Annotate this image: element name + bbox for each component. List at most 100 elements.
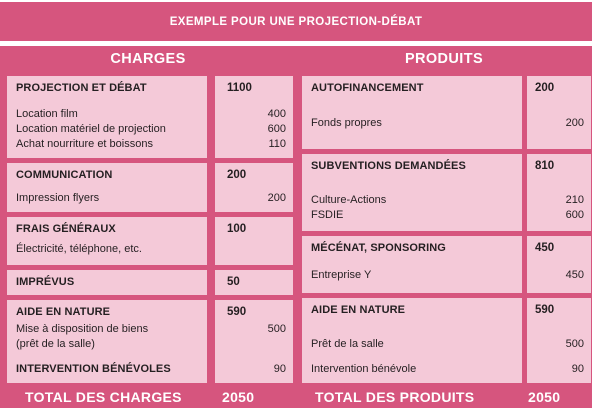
section-item-values: 400 600 110 (227, 107, 286, 152)
budget-section: PROJECTION ET DÉBAT Location film Location… (7, 76, 293, 158)
section-label-cell: AUTOFINANCEMENT Fonds propres (302, 76, 522, 149)
item-label: Achat nourriture et boissons (16, 138, 153, 150)
budget-section: MÉCÉNAT, SPONSORING Entreprise Y 450 450 (302, 236, 591, 293)
section-amount: 50 (227, 276, 240, 288)
section-items: Entreprise Y (311, 268, 518, 283)
item-label: Fonds propres (311, 117, 382, 129)
section-label-cell: AIDE EN NATURE Prêt de la salle Interventi… (302, 298, 522, 383)
totals-row: TOTAL DES CHARGES 2050 TOTAL DES PRODUIT… (0, 385, 592, 408)
column-headers-band: CHARGES PRODUITS (0, 46, 592, 72)
section-title: IMPRÉVUS (16, 276, 75, 288)
page-title: EXEMPLE POUR UNE PROJECTION-DÉBAT (169, 15, 423, 28)
section-value-cell: 200 200 (527, 76, 591, 149)
item-label: Électricité, téléphone, etc. (16, 243, 142, 255)
section-item-values: 450 (535, 268, 584, 283)
section-item-values: 200 (227, 191, 286, 206)
section-items: Prêt de la salle Intervention bénévole (311, 337, 518, 377)
total-charges-value: 2050 (222, 388, 255, 405)
item-value: 600 (267, 123, 286, 135)
section-item-values: 500 90 (535, 337, 584, 377)
produits-column-header: PRODUITS (404, 51, 484, 67)
section-title: AUTOFINANCEMENT (311, 82, 424, 94)
item-label: Culture-Actions (311, 194, 387, 206)
budget-table: PROJECTION ET DÉBAT Location film Location… (0, 72, 592, 408)
section-value-cell: 590 500 90 (527, 298, 591, 383)
section-amount: 200 (227, 169, 247, 181)
item-value: 450 (565, 269, 584, 281)
item-label: Impression flyers (16, 192, 100, 204)
section-label-cell: FRAIS GÉNÉRAUX Électricité, téléphone, et… (7, 217, 207, 265)
section-amount: 1100 (227, 82, 252, 94)
section-item-values: 210 600 (535, 193, 584, 223)
budget-section: AUTOFINANCEMENT Fonds propres 200 200 (302, 76, 591, 149)
section-value-cell: 100 (215, 217, 293, 265)
item-value: 200 (267, 192, 286, 204)
item-value: 110 (268, 138, 286, 150)
section-amount: 810 (535, 160, 555, 172)
item-value: 90 (571, 363, 584, 375)
section-title: AIDE EN NATURE (311, 304, 406, 316)
section-title: COMMUNICATION (16, 169, 113, 181)
section-item-values: 200 (535, 116, 584, 131)
section-value-cell: 450 450 (527, 236, 591, 293)
section-value-cell: 590 500 90 (215, 300, 293, 383)
section-label-cell: MÉCÉNAT, SPONSORING Entreprise Y (302, 236, 522, 293)
section-items: Location film Location matériel de projec… (16, 107, 203, 152)
item-label: Intervention bénévole (311, 363, 417, 375)
section-title: MÉCÉNAT, SPONSORING (311, 242, 446, 254)
budget-section: SUBVENTIONS DEMANDÉES Culture-Actions FSDI… (302, 154, 591, 231)
section-item-values (227, 242, 286, 257)
item-label: Entreprise Y (311, 269, 372, 281)
section-items: Électricité, téléphone, etc. (16, 242, 203, 257)
section-items: Fonds propres (311, 116, 518, 131)
section-value-cell: 50 (215, 270, 293, 295)
item-value: 200 (565, 117, 584, 129)
total-produits-label: TOTAL DES PRODUITS (315, 388, 475, 405)
budget-section: COMMUNICATION Impression flyers 200 200 (7, 163, 293, 212)
total-produits-value: 2050 (528, 388, 561, 405)
section-label-cell: AIDE EN NATURE Mise à disposition de bien… (7, 300, 207, 383)
item-label: INTERVENTION BÉNÉVOLES (16, 363, 171, 375)
section-label-cell: IMPRÉVUS (7, 270, 207, 295)
item-value (227, 242, 286, 257)
section-label-cell: SUBVENTIONS DEMANDÉES Culture-Actions FSDI… (302, 154, 522, 231)
budget-section: IMPRÉVUS 50 (7, 270, 293, 295)
total-charges-label: TOTAL DES CHARGES (25, 388, 182, 405)
item-value: 500 (565, 338, 584, 350)
section-title: SUBVENTIONS DEMANDÉES (311, 160, 466, 172)
budget-section: AIDE EN NATURE Prêt de la salle Interventi… (302, 298, 591, 383)
charges-column-header: CHARGES (110, 51, 186, 67)
item-label: FSDIE (311, 209, 344, 221)
section-items: Mise à disposition de biens (prêt de la s… (16, 322, 203, 377)
item-value: 500 (267, 323, 286, 335)
item-label: Prêt de la salle (311, 338, 384, 350)
section-value-cell: 810 210 600 (527, 154, 591, 231)
section-value-cell: 200 200 (215, 163, 293, 212)
section-item-values: 500 90 (227, 322, 286, 377)
title-banner: EXEMPLE POUR UNE PROJECTION-DÉBAT (0, 2, 592, 41)
section-title: PROJECTION ET DÉBAT (16, 82, 147, 94)
budget-section: AIDE EN NATURE Mise à disposition de bien… (7, 300, 293, 383)
item-label: Location matériel de projection (16, 123, 166, 135)
section-value-cell: 1100 400 600 110 (215, 76, 293, 158)
item-label: (prêt de la salle) (16, 338, 95, 350)
item-label: Mise à disposition de biens (16, 323, 149, 335)
item-label: Location film (16, 108, 78, 120)
table-columns: PROJECTION ET DÉBAT Location film Location… (7, 76, 591, 383)
item-value: 400 (267, 108, 286, 120)
section-amount: 100 (227, 223, 247, 235)
budget-section: FRAIS GÉNÉRAUX Électricité, téléphone, et… (7, 217, 293, 265)
section-title: FRAIS GÉNÉRAUX (16, 223, 116, 235)
section-label-cell: COMMUNICATION Impression flyers (7, 163, 207, 212)
section-label-cell: PROJECTION ET DÉBAT Location film Location… (7, 76, 207, 158)
charges-column: PROJECTION ET DÉBAT Location film Location… (7, 76, 293, 383)
item-value: 600 (565, 209, 584, 221)
produits-column: AUTOFINANCEMENT Fonds propres 200 200 SUBVEN… (302, 76, 591, 383)
item-value: 210 (565, 194, 584, 206)
item-value: 90 (273, 363, 286, 375)
section-amount: 200 (535, 82, 555, 94)
section-items: Culture-Actions FSDIE (311, 193, 518, 223)
item-value (227, 337, 286, 352)
section-amount: 590 (535, 304, 555, 316)
